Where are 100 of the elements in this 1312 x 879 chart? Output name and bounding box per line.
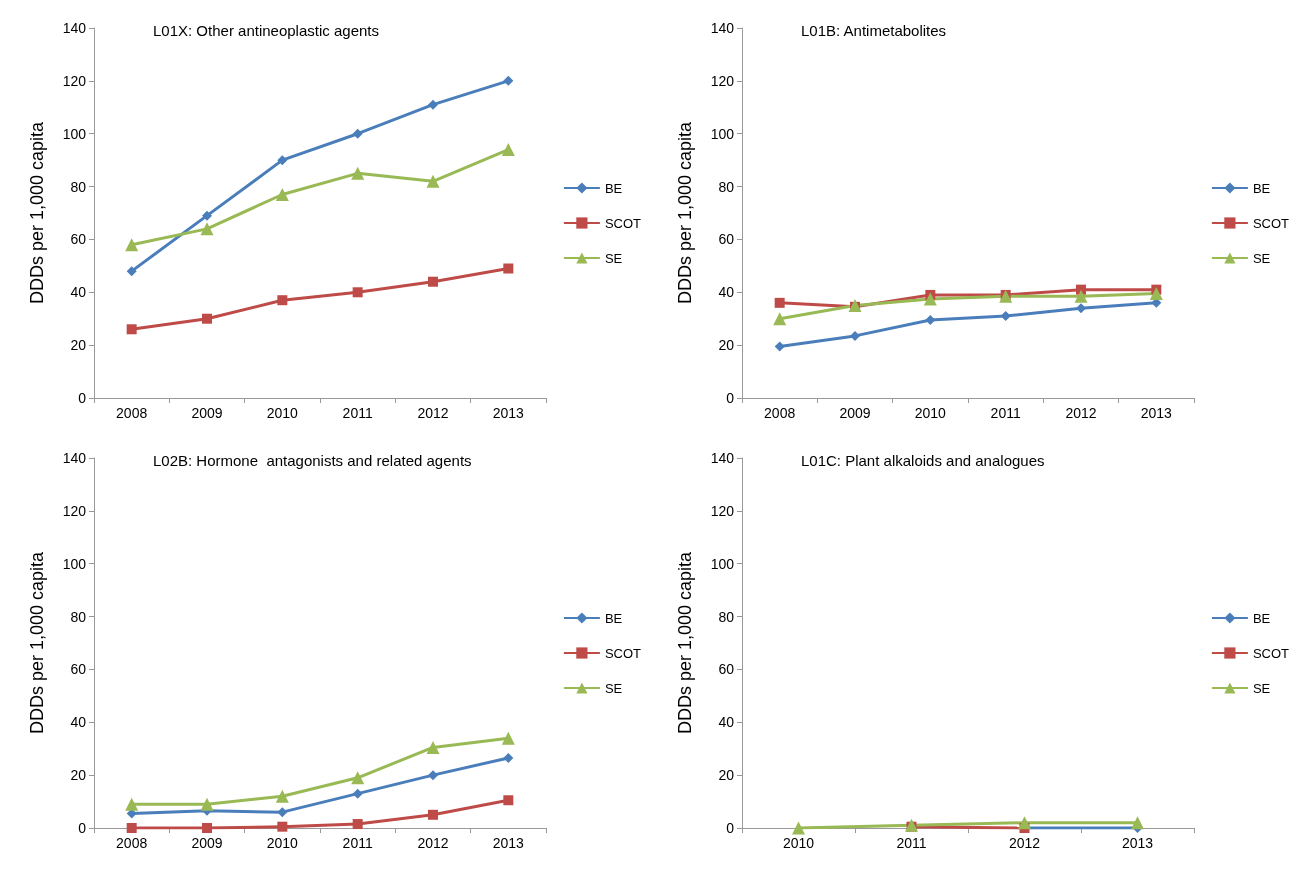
point <box>850 330 860 341</box>
point <box>275 188 289 201</box>
legend-label: SE <box>1252 250 1271 266</box>
y-tick-label: 60 <box>70 231 87 248</box>
y-tick-label: 0 <box>726 820 735 836</box>
y-tick-label: 100 <box>62 125 87 142</box>
y-axis-title: DDDs per 1,000 capita <box>675 550 695 735</box>
chart-title: L01C: Plant alkaloids and analogues <box>801 452 1045 469</box>
y-tick-label: 0 <box>78 820 87 836</box>
y-tick-label: 140 <box>710 450 735 466</box>
point <box>426 174 440 188</box>
y-tick-label: 120 <box>62 72 87 89</box>
y-tick-label: 20 <box>718 767 735 784</box>
point <box>202 823 212 833</box>
point <box>1149 287 1163 301</box>
x-tick-label: 2011 <box>342 405 373 421</box>
point <box>126 266 137 277</box>
y-tick-label: 40 <box>718 284 735 301</box>
x-tick-label: 2012 <box>1008 835 1041 851</box>
x-tick-label: 2012 <box>417 835 449 851</box>
x-tick-label: 2013 <box>1121 835 1154 851</box>
point <box>126 823 137 833</box>
point <box>125 797 139 811</box>
point <box>352 819 363 830</box>
point <box>126 324 137 335</box>
y-tick-label: 100 <box>710 555 735 572</box>
y-tick-label: 20 <box>70 337 87 354</box>
y-tick-label: 80 <box>70 608 87 625</box>
point <box>501 143 515 157</box>
y-tick-label: 40 <box>70 714 87 731</box>
y-axis-title: DDDs per 1,000 capita <box>27 120 47 305</box>
point <box>200 222 214 236</box>
y-tick-label: 20 <box>718 337 735 354</box>
x-tick-label: 2009 <box>191 835 223 851</box>
point <box>428 276 438 287</box>
x-tick-label: 2012 <box>1065 405 1097 421</box>
point <box>426 740 440 754</box>
y-tick-label: 100 <box>710 125 735 142</box>
x-tick-label: 2010 <box>266 835 299 851</box>
x-tick-label: 2008 <box>116 835 148 851</box>
point <box>428 99 438 110</box>
y-tick-label: 60 <box>718 661 735 678</box>
x-tick-label: 2010 <box>782 835 815 851</box>
point <box>774 341 785 352</box>
legend-label: SCOT <box>1252 645 1290 661</box>
legend-label: BE <box>1252 180 1271 196</box>
point <box>275 789 289 803</box>
point <box>774 297 785 308</box>
point <box>202 210 212 221</box>
point <box>1000 311 1011 322</box>
legend-label: SCOT <box>1252 215 1290 231</box>
point <box>277 807 288 818</box>
chart-title: L01X: Other antineoplastic agents <box>153 22 379 39</box>
point <box>501 731 515 745</box>
point <box>503 795 514 806</box>
point <box>352 788 363 799</box>
point <box>503 75 514 86</box>
y-tick-label: 0 <box>78 390 87 406</box>
y-axis-title: DDDs per 1,000 capita <box>675 120 695 305</box>
point <box>925 315 936 326</box>
x-tick-label: 2009 <box>839 405 871 421</box>
point <box>1076 303 1086 314</box>
point <box>773 312 787 326</box>
y-tick-label: 100 <box>62 555 87 572</box>
point <box>277 821 288 832</box>
legend-label: SE <box>1252 680 1271 696</box>
x-tick-label: 2008 <box>764 405 796 421</box>
y-tick-label: 120 <box>62 502 87 519</box>
y-tick-label: 0 <box>726 390 735 406</box>
x-tick-label: 2009 <box>191 405 223 421</box>
point <box>352 287 363 298</box>
point <box>428 809 438 820</box>
legend-label: SCOT <box>604 645 642 661</box>
point <box>351 771 365 785</box>
y-tick-label: 80 <box>70 178 87 195</box>
point <box>352 128 363 139</box>
y-tick-label: 140 <box>62 20 87 36</box>
y-tick-label: 20 <box>70 767 87 784</box>
legend-label: BE <box>604 180 623 196</box>
point <box>923 292 937 306</box>
point <box>202 313 212 324</box>
legend-label: BE <box>604 610 623 626</box>
point <box>277 295 288 306</box>
y-tick-label: 80 <box>718 608 735 625</box>
x-tick-label: 2010 <box>914 405 947 421</box>
legend-label: SCOT <box>604 215 642 231</box>
point <box>1074 289 1088 303</box>
point <box>351 166 365 180</box>
x-tick-label: 2011 <box>896 835 927 851</box>
y-tick-label: 60 <box>718 231 735 248</box>
y-tick-label: 140 <box>62 450 87 466</box>
y-tick-label: 80 <box>718 178 735 195</box>
y-tick-label: 140 <box>710 20 735 36</box>
x-tick-label: 2013 <box>1140 405 1173 421</box>
y-axis-title: DDDs per 1,000 capita <box>27 550 47 735</box>
chart-title: L01B: Antimetabolites <box>801 22 947 39</box>
legend-label: BE <box>1252 610 1271 626</box>
point <box>503 263 514 274</box>
y-tick-label: 40 <box>718 714 735 731</box>
y-tick-label: 60 <box>70 661 87 678</box>
